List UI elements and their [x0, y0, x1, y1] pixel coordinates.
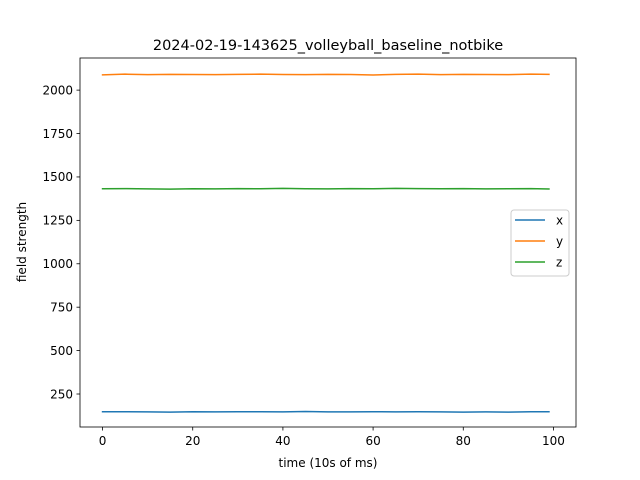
x-tick-label: 40 — [275, 434, 290, 448]
legend: xyz — [510, 209, 570, 277]
x-axis-ticks: 0 20 40 60 80 100 — [99, 427, 565, 448]
x-tick-label: 80 — [456, 434, 471, 448]
y-tick-label: 1000 — [42, 257, 73, 271]
x-tick-label: 20 — [185, 434, 200, 448]
series-line-z — [101, 187, 550, 190]
y-tick-label: 500 — [50, 344, 73, 358]
y-tick-label: 1250 — [42, 214, 73, 228]
y-tick-label: 2000 — [42, 83, 73, 97]
plot-frame — [79, 57, 577, 428]
legend-box — [510, 209, 570, 277]
chart-title: 2024-02-19-143625_volleyball_baseline_no… — [153, 38, 503, 54]
x-tick-label: 60 — [365, 434, 380, 448]
series-layer — [101, 73, 550, 413]
x-axis-label: time (10s of ms) — [279, 456, 378, 470]
y-tick-label: 750 — [50, 300, 73, 314]
x-tick-label: 0 — [99, 434, 107, 448]
y-tick-label: 1750 — [42, 127, 73, 141]
y-tick-label: 1500 — [42, 170, 73, 184]
y-tick-label: 250 — [50, 387, 73, 401]
series-line-y — [101, 73, 550, 76]
series-line-x — [101, 410, 550, 413]
legend-label-y: y — [556, 234, 563, 248]
y-axis-ticks: 250 500 750 1000 1250 1500 1750 2000 — [42, 83, 80, 401]
legend-label-x: x — [556, 213, 563, 227]
legend-label-z: z — [556, 255, 562, 269]
y-axis-label: field strength — [15, 202, 29, 282]
x-tick-label: 100 — [542, 434, 565, 448]
